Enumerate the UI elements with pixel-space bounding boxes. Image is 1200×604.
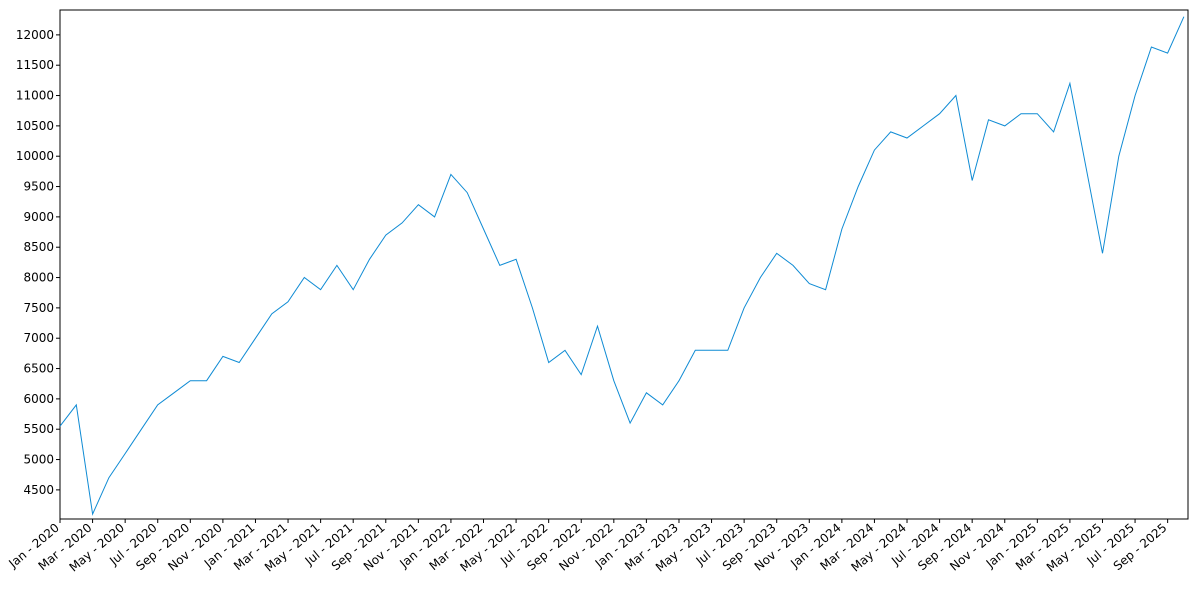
y-tick-label: 9000 <box>23 210 54 224</box>
plot-frame <box>59 9 1189 520</box>
y-tick-label: 6000 <box>23 392 54 406</box>
y-tick-label: 6500 <box>23 362 54 376</box>
y-tick-label: 8000 <box>23 271 54 285</box>
y-tick-label: 10000 <box>16 149 54 163</box>
y-tick-label: 10500 <box>16 119 54 133</box>
y-tick-label: 4500 <box>23 483 54 497</box>
y-tick-label: 7500 <box>23 301 54 315</box>
y-tick-label: 5000 <box>23 453 54 467</box>
y-tick-label: 12000 <box>16 28 54 42</box>
y-tick-label: 11000 <box>16 89 54 103</box>
y-tick-label: 5500 <box>23 422 54 436</box>
y-tick-label: 9500 <box>23 180 54 194</box>
y-tick-label: 7000 <box>23 331 54 345</box>
y-tick-label: 11500 <box>16 58 54 72</box>
line-series <box>59 16 1185 516</box>
y-tick-label: 8500 <box>23 240 54 254</box>
